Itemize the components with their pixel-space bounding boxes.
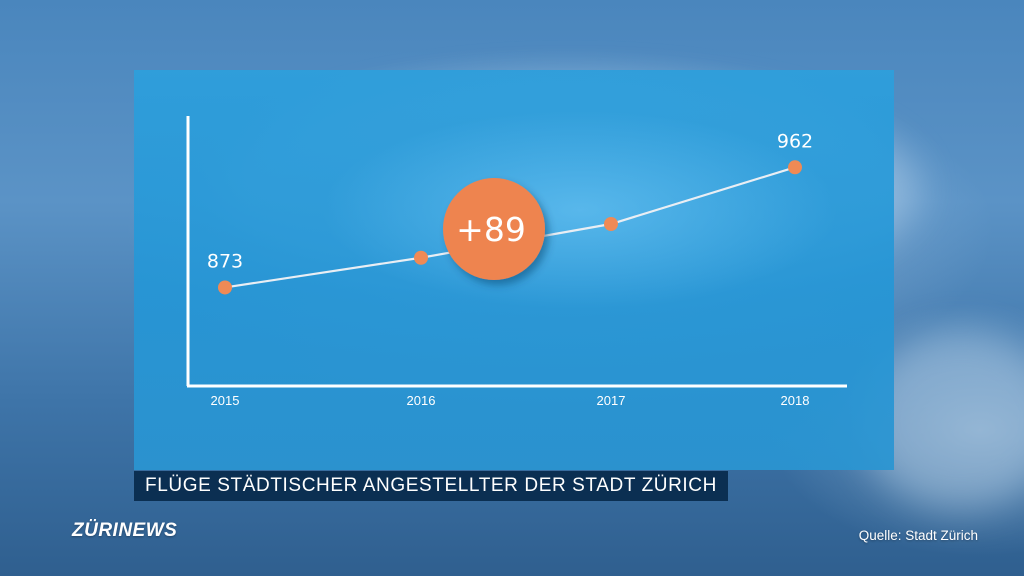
- data-point-2018: [788, 160, 802, 175]
- chart-panel-glow: [320, 110, 840, 310]
- data-label-2015: 873: [207, 250, 243, 272]
- data-point-2016: [414, 250, 428, 265]
- data-point-2017: [604, 217, 618, 231]
- change-badge-label: +89: [456, 210, 526, 249]
- x-tick-label-2017: 2017: [597, 393, 626, 408]
- zuerinews-logo: ZÜRINEWS: [72, 520, 178, 541]
- x-tick-label-2018: 2018: [781, 393, 810, 408]
- chart-title-caption: FLÜGE STÄDTISCHER ANGESTELLTER DER STADT…: [134, 471, 728, 501]
- source-note: Quelle: Stadt Zürich: [858, 528, 978, 543]
- x-tick-label-2015: 2015: [211, 393, 240, 408]
- x-tick-label-2016: 2016: [407, 393, 436, 408]
- data-point-2015: [218, 280, 232, 295]
- data-label-2018: 962: [777, 130, 813, 152]
- change-badge: [443, 178, 545, 280]
